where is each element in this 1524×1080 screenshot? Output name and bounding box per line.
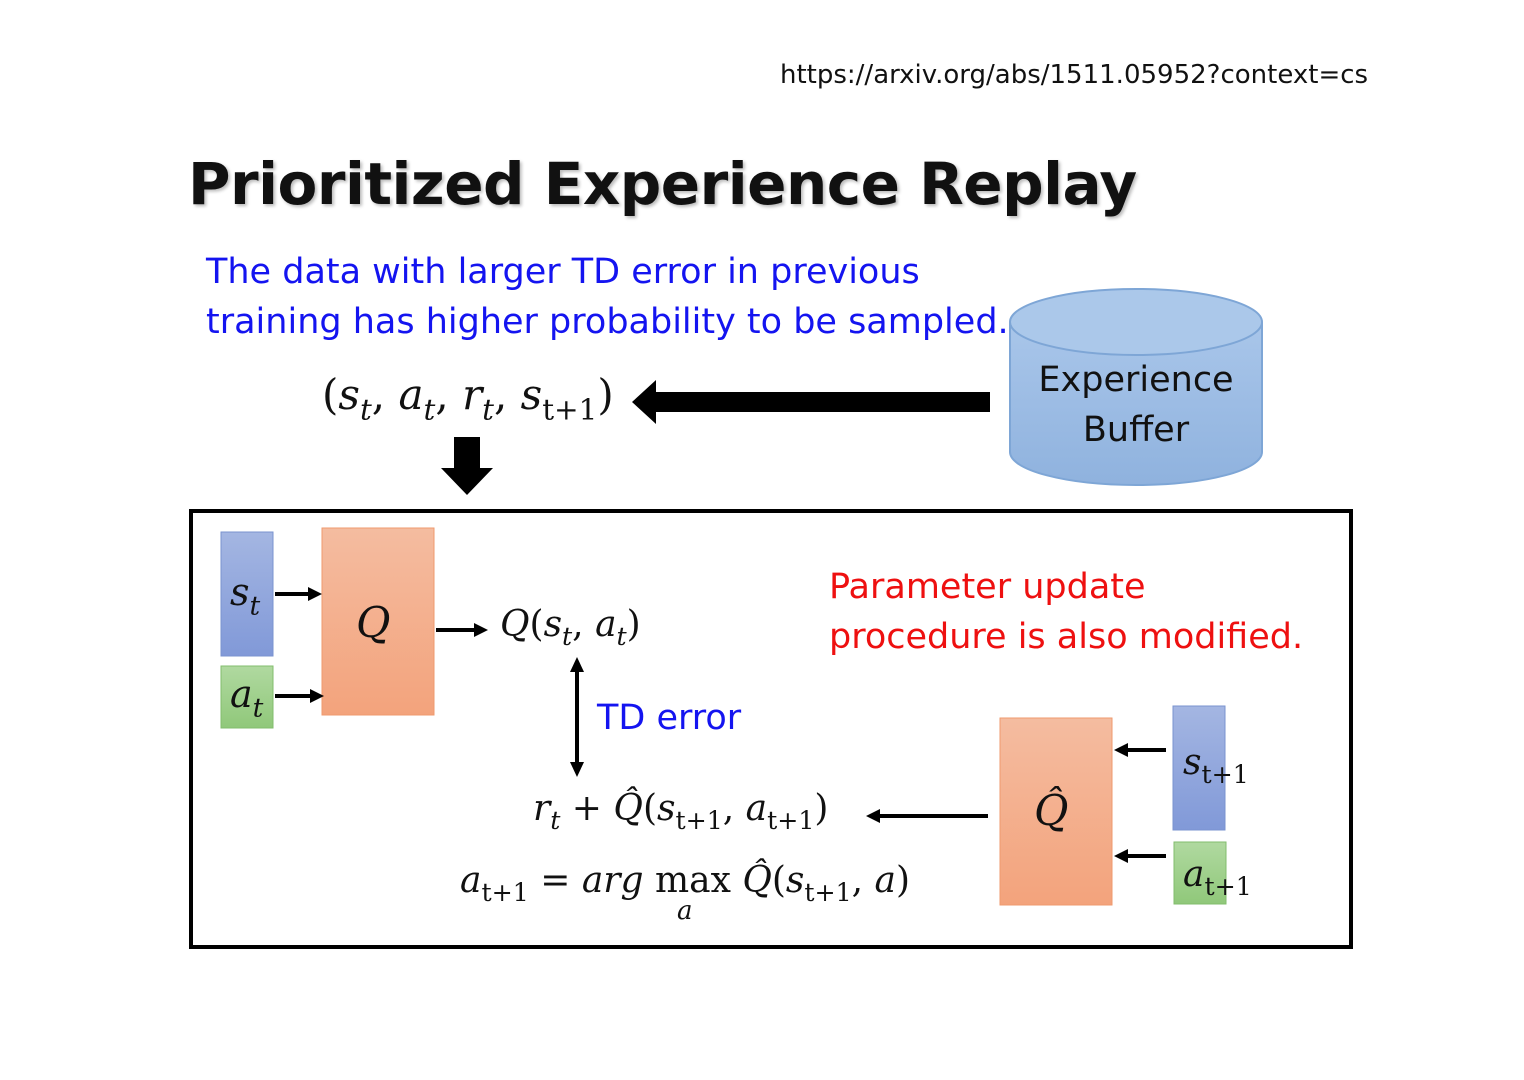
td-error-label: TD error — [597, 698, 742, 738]
action-box — [220, 665, 274, 729]
next-state-label: st+1 — [1183, 742, 1249, 789]
q-hat-label: Q̂ — [1034, 786, 1069, 835]
experience-buffer-cylinder — [1009, 288, 1263, 486]
td-target: rt + Q̂(st+1, at+1) — [533, 788, 829, 835]
q-network-box — [321, 527, 435, 716]
update-frame — [189, 509, 1353, 949]
description-line-2: training has higher probability to be sa… — [206, 302, 1009, 342]
td-target-args: (st+1, at+1) — [642, 788, 829, 835]
next-state-box — [1172, 705, 1226, 831]
note-line-2: procedure is also modified. — [829, 617, 1304, 657]
action-label: at — [230, 672, 264, 724]
state-label: st — [230, 570, 261, 622]
note-line-1: Parameter update — [829, 567, 1146, 607]
experience-buffer-label: Experience Buffer — [1038, 360, 1234, 450]
slide-title: Prioritized Experience Replay — [188, 150, 1137, 218]
down-arrow — [441, 437, 493, 495]
target-network-box — [999, 717, 1113, 906]
description-line-1: The data with larger TD error in previou… — [206, 252, 920, 292]
next-action-label: at+1 — [1183, 854, 1252, 901]
source-url[interactable]: https://arxiv.org/abs/1511.05952?context… — [780, 60, 1369, 90]
next-action-box — [1173, 841, 1227, 905]
q-output: Q(st, at) — [500, 604, 641, 651]
argmax-equation: at+1 = arg max a Q̂(st+1, a) — [460, 860, 911, 926]
transition-tuple: (st, at, rt, st+1) — [322, 370, 614, 427]
sample-arrow — [632, 380, 990, 424]
state-box — [220, 531, 274, 657]
q-label: Q — [356, 598, 391, 647]
